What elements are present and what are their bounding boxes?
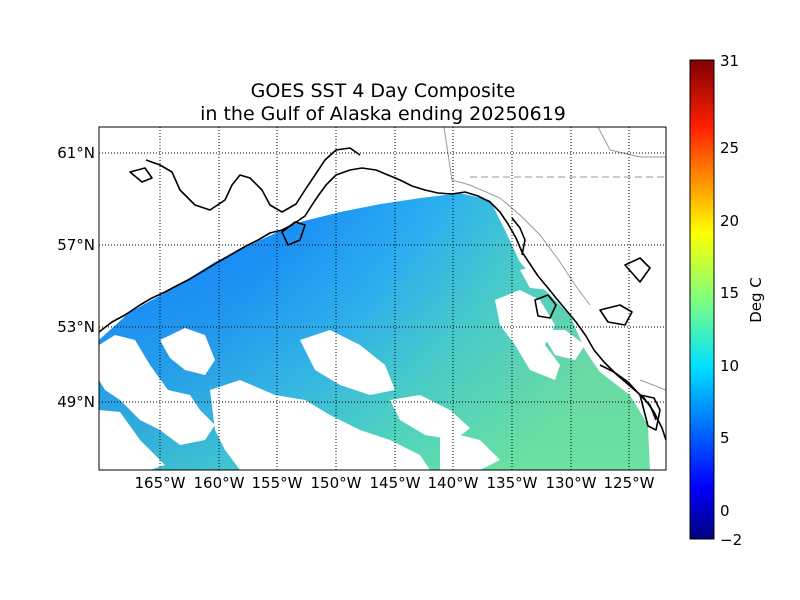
- map-area: [99, 127, 666, 470]
- colorbar-tick-31: 31: [720, 52, 739, 70]
- lon-label-150w: 150°W: [311, 474, 362, 492]
- lat-label-53: 53°N: [57, 318, 95, 336]
- map-title-line1: GOES SST 4 Day Composite: [250, 80, 516, 102]
- cloud-mask: [99, 127, 666, 470]
- gridlines: [99, 127, 666, 470]
- lon-label-155w: 155°W: [252, 474, 303, 492]
- lon-label-140w: 140°W: [428, 474, 479, 492]
- lon-label-160w: 160°W: [194, 474, 245, 492]
- border-lines: [443, 127, 666, 391]
- colorbar-gradient: [689, 59, 715, 540]
- colorbar-tick-10: 10: [720, 357, 739, 375]
- colorbar-tick-20: 20: [720, 212, 739, 230]
- colorbar-tick-25: 25: [720, 139, 739, 157]
- map-title-line2: in the Gulf of Alaska ending 20250619: [200, 103, 566, 125]
- lon-labels: 165°W 160°W 155°W 150°W 145°W 140°W 135°…: [135, 474, 655, 492]
- map-frame: [98, 126, 667, 471]
- lon-label-145w: 145°W: [370, 474, 421, 492]
- colorbar-tick-15: 15: [720, 284, 739, 302]
- lat-labels: 61°N 57°N 53°N 49°N: [57, 144, 95, 411]
- lon-label-165w: 165°W: [135, 474, 186, 492]
- colorbar-label: Deg C: [747, 277, 765, 323]
- colorbar-tick-0: 0: [720, 502, 730, 520]
- colorbar: 31 25 20 15 10 5 0 −2 Deg C: [689, 52, 765, 549]
- coastline: [99, 147, 666, 441]
- lat-label-61: 61°N: [57, 144, 95, 162]
- lon-label-135w: 135°W: [487, 474, 538, 492]
- lon-label-125w: 125°W: [604, 474, 655, 492]
- lon-label-130w: 130°W: [546, 474, 597, 492]
- lat-label-49: 49°N: [57, 393, 95, 411]
- lat-label-57: 57°N: [57, 236, 95, 254]
- colorbar-tick-neg2: −2: [720, 531, 742, 549]
- colorbar-tick-5: 5: [720, 429, 730, 447]
